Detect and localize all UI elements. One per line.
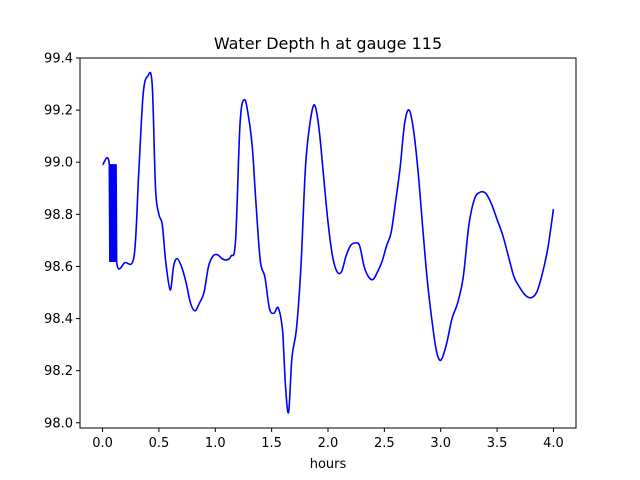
y-tick-label: 99.2 [44, 104, 73, 119]
x-tick-label: 2.0 [318, 436, 339, 451]
x-tick-label: 3.0 [430, 436, 451, 451]
x-axis-label: hours [310, 457, 347, 472]
y-tick-label: 98.6 [44, 260, 73, 275]
x-tick-label: 2.5 [374, 436, 395, 451]
y-tick-label: 98.4 [44, 312, 73, 327]
y-axis: 98.0 98.2 98.4 98.6 98.8 99.0 99.2 99.4 [44, 52, 80, 431]
plot-area: 0.0 0.5 1.0 1.5 2.0 2.5 3.0 3.5 4.0 98.0 98.2 98.4… [44, 52, 577, 451]
x-tick-label: 0.0 [92, 436, 113, 451]
series-layer [101, 71, 555, 414]
y-tick-label: 99.4 [44, 52, 73, 67]
x-tick-label: 3.5 [487, 436, 508, 451]
x-axis: 0.0 0.5 1.0 1.5 2.0 2.5 3.0 3.5 4.0 [92, 428, 564, 451]
x-tick-label: 1.0 [205, 436, 226, 451]
x-tick-label: 0.5 [149, 436, 170, 451]
y-tick-label: 98.0 [44, 416, 73, 431]
y-tick-label: 99.0 [44, 156, 73, 171]
series-line [101, 71, 555, 414]
y-tick-label: 98.2 [44, 364, 73, 379]
x-tick-label: 4.0 [543, 436, 564, 451]
chart-title: Water Depth h at gauge 115 [214, 34, 442, 53]
y-tick-label: 98.8 [44, 208, 73, 223]
x-tick-label: 1.5 [261, 436, 282, 451]
